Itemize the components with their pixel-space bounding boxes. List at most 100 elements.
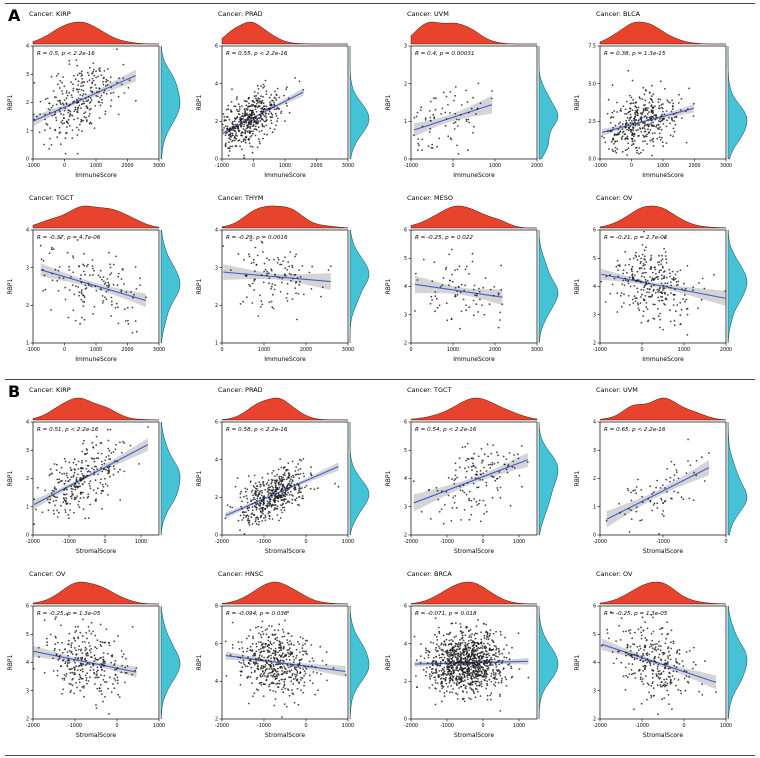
x-tick-label: 1000 <box>90 163 102 169</box>
x-tick-label: 2000 <box>310 163 322 169</box>
panel-title: Cancer: BRCA <box>407 570 452 578</box>
y-axis-label: RBP1 <box>7 654 14 670</box>
x-tick-label: -1000 <box>656 539 670 545</box>
y-tick-label: 2 <box>593 476 596 482</box>
top-density-curve <box>600 582 726 604</box>
y-axis-label: RBP1 <box>574 470 581 486</box>
x-axis-label: ImmuneScore <box>453 172 495 179</box>
y-tick-label: 4 <box>404 641 407 647</box>
panel-title: Cancer: OV <box>596 570 633 578</box>
x-tick-label: 2000 <box>300 347 312 353</box>
correlation-annotation: R = -0.29, p = 0.0016 <box>226 235 288 241</box>
x-tick-label: 1000 <box>513 539 525 545</box>
y-tick-label: 1 <box>215 341 218 347</box>
y-axis-label: RBP1 <box>385 470 392 486</box>
y-tick-label: 4 <box>26 44 29 50</box>
y-tick-label: 3 <box>404 312 407 318</box>
x-tick-label: 0 <box>63 163 66 169</box>
x-tick-label: -1000 <box>257 723 271 729</box>
y-tick-label: 6 <box>215 420 218 426</box>
y-tick-label: 2 <box>26 100 29 106</box>
x-tick-label: 0 <box>63 347 66 353</box>
x-tick-label: 3000 <box>531 347 543 353</box>
x-axis-label: ImmuneScore <box>453 356 495 363</box>
y-tick-label: 4 <box>215 81 218 87</box>
y-tick-label: 4 <box>593 660 596 666</box>
x-tick-label: 1000 <box>447 347 459 353</box>
y-tick-label: 4 <box>26 228 29 234</box>
x-tick-label: 1000 <box>279 163 291 169</box>
y-tick-label: 5 <box>404 448 407 454</box>
panel-title: Cancer: OV <box>596 194 633 202</box>
x-axis-label: ImmuneScore <box>75 172 117 179</box>
y-tick-label: 4 <box>404 476 407 482</box>
top-density-curve <box>33 206 159 228</box>
y-axis-label: RBP1 <box>196 654 203 670</box>
y-tick-label: 3 <box>215 265 218 271</box>
right-density-curve <box>161 230 180 343</box>
top-density-curve <box>222 582 348 604</box>
panel-title: Cancer: TGCT <box>29 194 74 202</box>
x-tick-label: 0 <box>724 539 727 545</box>
right-density-curve <box>539 230 558 343</box>
top-density-curve <box>600 22 726 44</box>
x-axis-label: StromalScore <box>643 548 683 555</box>
y-tick-label: 0 <box>26 533 29 539</box>
y-tick-label: 1 <box>26 504 29 510</box>
x-tick-label: -1000 <box>26 347 40 353</box>
middle-divider <box>5 379 755 380</box>
y-tick-label: 3 <box>26 265 29 271</box>
x-tick-label: 0 <box>103 539 106 545</box>
y-tick-label: 4 <box>26 420 29 426</box>
x-tick-label: 0 <box>409 347 412 353</box>
x-axis-label: ImmuneScore <box>75 356 117 363</box>
x-tick-label: 0 <box>682 723 685 729</box>
x-tick-label: 3000 <box>342 347 354 353</box>
x-axis-label: StromalScore <box>76 548 116 555</box>
panel-title: Cancer: OV <box>29 570 66 578</box>
x-tick-label: 2000 <box>720 347 732 353</box>
section-a-label: A <box>8 8 20 24</box>
y-tick-label: 2 <box>215 717 218 723</box>
x-tick-label: -2000 <box>593 539 607 545</box>
panel-title: Cancer: THYM <box>218 194 263 202</box>
y-tick-label: 3 <box>404 44 407 50</box>
x-tick-label: -1000 <box>62 539 76 545</box>
y-axis-label: RBP1 <box>385 654 392 670</box>
y-tick-label: 1 <box>26 128 29 134</box>
correlation-annotation: R = 0.65, p < 2.2e-16 <box>604 427 666 433</box>
top-density-curve <box>600 398 726 420</box>
y-tick-label: 1 <box>26 341 29 347</box>
y-tick-label: 2 <box>404 81 407 87</box>
y-tick-label: 0 <box>404 157 407 163</box>
y-axis-label: RBP1 <box>7 278 14 294</box>
top-density-curve <box>411 206 537 228</box>
x-tick-label: 1000 <box>657 163 669 169</box>
y-tick-label: 3 <box>26 72 29 78</box>
y-tick-label: 2 <box>404 341 407 347</box>
y-tick-label: 2.5 <box>588 119 596 125</box>
y-tick-label: 0 <box>215 157 218 163</box>
y-axis-label: RBP1 <box>574 654 581 670</box>
y-tick-label: 4 <box>215 679 218 685</box>
top-density-curve <box>411 398 537 420</box>
right-density-curve <box>350 230 369 343</box>
x-tick-label: 0 <box>481 539 484 545</box>
right-density-curve <box>539 606 558 719</box>
top-density-curve <box>411 22 537 44</box>
y-tick-label: 6 <box>26 604 29 610</box>
section-b-label: B <box>8 384 20 400</box>
x-tick-label: -2000 <box>26 723 40 729</box>
y-tick-label: 6 <box>593 228 596 234</box>
y-tick-label: 4 <box>26 660 29 666</box>
y-tick-label: 2 <box>215 119 218 125</box>
x-tick-label: 0 <box>451 163 454 169</box>
y-tick-label: 0 <box>26 157 29 163</box>
right-density-curve <box>161 606 180 719</box>
